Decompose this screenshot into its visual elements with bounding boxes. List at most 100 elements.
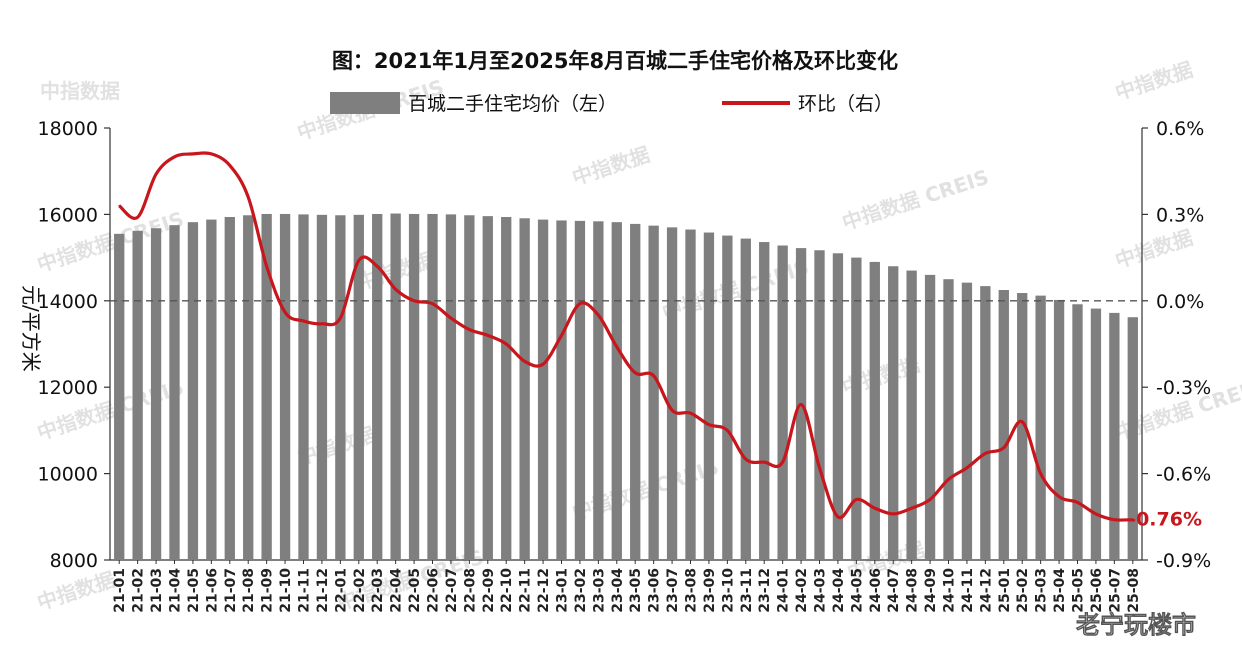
line-point-23-04: [615, 346, 618, 348]
bar-22-01: [335, 215, 346, 560]
bar-22-10: [501, 216, 512, 560]
line-point-24-12: [984, 452, 987, 455]
bar-24-05: [851, 257, 862, 560]
line-point-25-04: [1058, 495, 1060, 498]
x-tick-label: 23-11: [739, 568, 755, 613]
x-tick-label: 23-07: [665, 568, 681, 613]
bar-24-01: [777, 245, 788, 560]
bar-22-04: [390, 213, 401, 560]
line-point-22-10: [505, 343, 508, 345]
bar-23-09: [703, 232, 715, 560]
line-point-21-10: [284, 311, 286, 314]
line-point-23-12: [763, 461, 766, 463]
y-tick-left-label: 16000: [38, 204, 98, 226]
x-tick-label: 23-08: [684, 568, 700, 613]
bar-23-06: [648, 225, 659, 560]
bar-24-10: [943, 279, 954, 560]
y-tick-right-label: 0.0%: [1156, 291, 1204, 313]
line-point-23-03: [597, 314, 600, 317]
line-point-25-07: [1113, 518, 1116, 521]
line-point-23-05: [634, 372, 637, 374]
chart-title: 图：2021年1月至2025年8月百城二手住宅价格及环比变化: [332, 49, 898, 73]
bar-21-05: [187, 222, 199, 560]
line-point-25-01: [1002, 446, 1005, 449]
watermark: 中指数据: [1112, 57, 1196, 105]
x-tick-label: 22-02: [352, 568, 368, 613]
bar-23-08: [685, 229, 696, 560]
bar-23-07: [666, 227, 678, 561]
x-tick-label: 24-07: [886, 568, 902, 613]
x-tick-label: 25-05: [1071, 568, 1087, 613]
x-tick-label: 24-02: [794, 568, 810, 613]
x-tick-label: 22-09: [481, 568, 497, 613]
x-tick-label: 23-04: [610, 568, 626, 613]
x-tick-label: 24-05: [849, 568, 865, 613]
line-point-21-04: [173, 156, 176, 158]
x-tick-label: 21-03: [149, 568, 165, 613]
line-point-22-06: [431, 302, 434, 305]
line-point-22-08: [468, 328, 471, 331]
line-point-24-01: [781, 461, 784, 463]
line-point-23-08: [689, 412, 692, 414]
line-point-24-02: [800, 403, 802, 406]
x-tick-label: 22-10: [499, 568, 515, 613]
bar-24-03: [814, 250, 825, 561]
watermark: 中指数据 CREIS: [839, 165, 992, 235]
x-tick-label: 22-07: [444, 568, 460, 613]
x-tick-label: 25-04: [1052, 568, 1068, 613]
x-tick-label: 21-11: [297, 568, 313, 613]
x-tick-label: 23-03: [591, 568, 607, 613]
bar-22-03: [372, 213, 383, 560]
x-tick-label: 25-03: [1034, 568, 1050, 613]
bar-22-07: [445, 214, 457, 560]
bar-22-06: [427, 213, 438, 560]
line-point-22-11: [523, 360, 526, 363]
x-tick-label: 24-01: [776, 568, 792, 613]
bar-22-05: [408, 213, 420, 560]
bar-24-08: [906, 270, 917, 560]
watermark: 中指数据: [40, 79, 120, 103]
bar-21-01: [114, 233, 125, 560]
bar-21-12: [316, 214, 328, 560]
line-point-24-06: [873, 507, 876, 509]
x-tick-label: 21-08: [241, 568, 257, 613]
bar-22-11: [519, 218, 530, 560]
x-tick-label: 25-08: [1126, 568, 1142, 613]
bar-24-04: [832, 253, 844, 560]
bar-25-04: [1053, 299, 1065, 560]
account-label: 老宁玩楼市: [1076, 611, 1196, 639]
bar-22-02: [353, 214, 364, 560]
legend-line-label: 环比（右）: [798, 93, 893, 115]
bar-21-07: [224, 216, 235, 560]
line-point-21-08: [247, 196, 250, 198]
x-tick-label: 24-08: [905, 568, 921, 613]
bar-25-06: [1090, 308, 1102, 560]
line-point-24-03: [818, 467, 821, 469]
y-tick-left-label: 10000: [38, 464, 98, 486]
x-tick-label: 22-03: [370, 568, 386, 613]
x-tick-label: 23-10: [720, 568, 736, 613]
y-tick-right-label: 0.6%: [1156, 118, 1204, 140]
bar-22-08: [464, 215, 475, 560]
x-tick-label: 23-12: [757, 568, 773, 613]
line-point-23-11: [744, 458, 747, 461]
bar-21-11: [298, 214, 309, 560]
x-tick-label: 24-09: [923, 568, 939, 613]
line-point-22-01: [339, 317, 342, 319]
x-tick-label: 24-06: [868, 568, 884, 613]
x-tick-label: 21-07: [223, 568, 239, 613]
x-tick-label: 22-06: [426, 568, 442, 613]
line-point-24-09: [929, 498, 931, 501]
y-tick-left-label: 12000: [38, 377, 98, 399]
x-tick-label: 24-10: [942, 568, 958, 613]
x-tick-label: 21-10: [278, 568, 294, 613]
y-tick-right-label: -0.9%: [1156, 550, 1211, 572]
x-tick-label: 24-03: [813, 568, 829, 613]
watermark: 中指数据: [1112, 225, 1196, 273]
bar-23-05: [630, 223, 641, 561]
bar-21-02: [132, 230, 143, 561]
x-tick-label: 24-11: [960, 568, 976, 613]
bar-22-09: [482, 216, 493, 561]
